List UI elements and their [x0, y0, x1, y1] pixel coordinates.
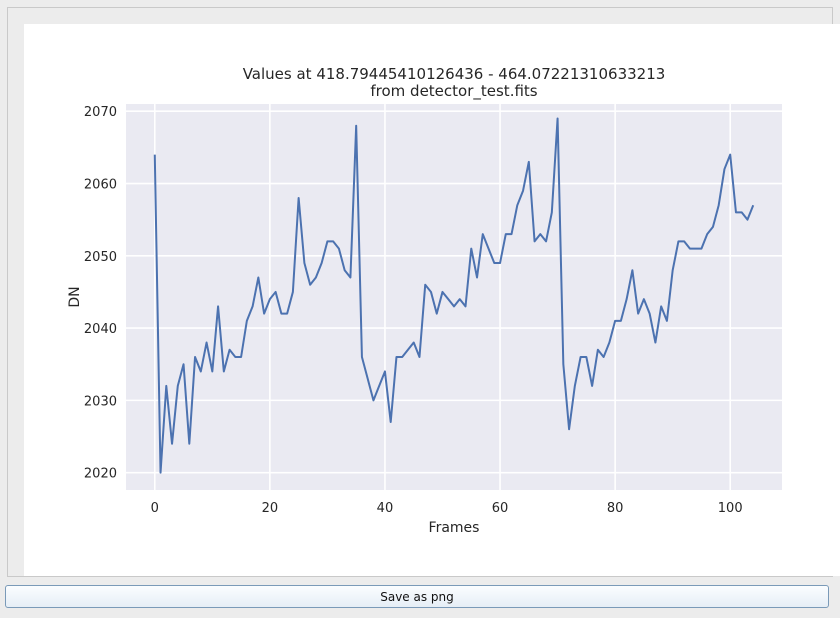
y-axis-label: DN: [67, 286, 83, 307]
y-tick-label: 2070: [84, 105, 117, 120]
chart-subtitle: from detector_test.fits: [370, 82, 537, 101]
x-tick-label: 0: [151, 501, 159, 516]
gridlines: [126, 104, 782, 490]
x-tick-label: 20: [262, 501, 279, 516]
y-tick-label: 2030: [84, 394, 117, 409]
figure-frame: 0 20 40 60 80 100 2020 2030 2040 2050 2060 2070 Va…: [7, 7, 840, 577]
y-ticks: 2020 2030 2040 2050 2060 2070: [84, 105, 117, 481]
chart-title: Values at 418.79445410126436 - 464.07221…: [243, 65, 666, 83]
y-tick-label: 2060: [84, 178, 117, 193]
y-tick-label: 2050: [84, 250, 117, 265]
save-as-png-button[interactable]: Save as png: [5, 585, 829, 608]
x-tick-label: 60: [492, 501, 509, 516]
data-line: [153, 117, 755, 474]
x-tick-label: 100: [718, 501, 743, 516]
x-ticks: 0 20 40 60 80 100: [151, 501, 743, 516]
x-axis-label: Frames: [429, 520, 480, 536]
plot-area: [126, 104, 782, 490]
y-tick-label: 2020: [84, 467, 117, 482]
x-tick-label: 80: [607, 501, 624, 516]
y-tick-label: 2040: [84, 322, 117, 337]
x-tick-label: 40: [377, 501, 394, 516]
figure-canvas: 0 20 40 60 80 100 2020 2030 2040 2050 2060 2070 Va…: [24, 24, 840, 576]
